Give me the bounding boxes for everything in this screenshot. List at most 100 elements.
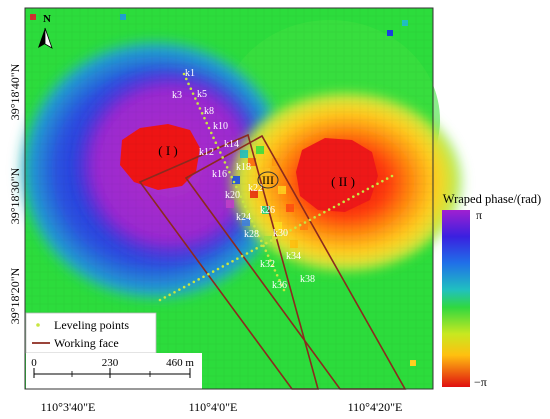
- north-label: N: [43, 13, 51, 25]
- leveling-point-dot: [184, 77, 188, 81]
- leveling-point-label-k22: k22: [248, 183, 263, 194]
- leveling-point-dot: [250, 219, 254, 223]
- leveling-point-dot: [241, 200, 245, 203]
- leveling-point-dot: [390, 174, 394, 178]
- scale-tick-460: 460 m: [166, 357, 194, 369]
- leveling-point-dot: [318, 213, 321, 217]
- colorbar: Wraped phase/(rad) π −π: [442, 192, 541, 389]
- leveling-point-dot: [237, 190, 240, 194]
- map-frame: [24, 7, 434, 390]
- leveling-point-dot: [245, 252, 249, 255]
- leveling-point-dot: [228, 170, 231, 174]
- leveling-point-dot: [274, 236, 278, 240]
- leveling-point-dot: [246, 210, 249, 213]
- leveling-point-dot: [187, 82, 190, 86]
- leveling-point-dot: [255, 247, 258, 250]
- leveling-point-dot: [221, 156, 224, 159]
- leveling-point-label-k14: k14: [224, 139, 239, 150]
- leveling-point-dot: [173, 290, 176, 294]
- leveling-point-dot: [298, 223, 302, 227]
- latitude-label-2: 39°18'30"N: [8, 167, 22, 224]
- longitude-label-2: 110°4'0"E: [189, 400, 238, 414]
- leveling-point-label-k3: k3: [172, 90, 182, 101]
- leveling-point-dot: [232, 180, 236, 184]
- leveling-point-legend-icon: [36, 323, 40, 327]
- colorbar-title: Wraped phase/(rad): [443, 192, 541, 206]
- leveling-point-dot: [269, 259, 272, 262]
- leveling-point-dot: [205, 121, 209, 125]
- leveling-point-dot: [273, 269, 277, 272]
- leveling-point-label-k30: k30: [273, 228, 288, 239]
- leveling-point-label-k16: k16: [212, 169, 227, 180]
- leveling-point-dot: [194, 97, 197, 100]
- leveling-point-dot: [212, 136, 215, 140]
- latitude-label-3: 39°18'20"N: [8, 267, 22, 324]
- latitude-label-1: 39°18'40"N: [8, 63, 22, 120]
- leveling-point-dot: [257, 234, 261, 238]
- leveling-point-dot: [178, 288, 181, 291]
- leveling-legend-label: Leveling points: [54, 318, 129, 332]
- leveling-point-dot: [308, 218, 312, 222]
- leveling-point-dot: [313, 216, 316, 219]
- leveling-point-dot: [158, 298, 162, 302]
- working-face-legend-label: Working face: [54, 336, 119, 350]
- leveling-point-dot: [189, 87, 193, 91]
- leveling-point-label-k1: k1: [185, 68, 195, 79]
- leveling-point-dot: [262, 244, 265, 248]
- leveling-point-dot: [280, 283, 284, 287]
- longitude-label-1: 110°3'40"E: [41, 400, 96, 414]
- map-legend: Leveling points Working face: [25, 312, 157, 354]
- leveling-point-dot: [234, 185, 238, 189]
- leveling-point-dot: [191, 92, 195, 95]
- leveling-point-label-k32: k32: [260, 259, 275, 270]
- leveling-point-label-k8: k8: [204, 106, 214, 117]
- leveling-point-dot: [187, 283, 191, 286]
- leveling-point-dot: [275, 273, 279, 277]
- leveling-point-dot: [269, 239, 273, 242]
- leveling-point-dot: [221, 265, 225, 268]
- leveling-point-dot: [259, 239, 263, 243]
- region-label-1: ( I ): [158, 143, 178, 158]
- leveling-point-label-k34: k34: [286, 251, 301, 262]
- leveling-point-dot: [255, 229, 259, 233]
- colorbar-ramp: [442, 210, 470, 387]
- leveling-point-dot: [182, 285, 186, 289]
- leveling-point-dot: [361, 190, 365, 193]
- leveling-point-dot: [371, 185, 374, 188]
- leveling-point-dot: [282, 288, 286, 292]
- leveling-point-dot: [342, 200, 345, 204]
- leveling-point-dot: [260, 244, 263, 248]
- leveling-point-dot: [250, 249, 254, 253]
- leveling-point-label-k28: k28: [244, 229, 259, 240]
- leveling-point-dot: [207, 272, 210, 276]
- leveling-point-dot: [347, 197, 350, 201]
- leveling-point-label-k38: k38: [300, 274, 315, 285]
- leveling-point-dot: [231, 259, 234, 263]
- leveling-point-dot: [197, 278, 200, 281]
- leveling-point-dot: [248, 215, 252, 218]
- region-label-2: ( II ): [331, 174, 355, 189]
- region-label-3: III: [262, 173, 274, 187]
- leveling-point-dot: [271, 264, 274, 267]
- scale-bar: 0 230 460 m: [26, 353, 202, 389]
- leveling-point-dot: [265, 241, 268, 245]
- leveling-point-dot: [223, 161, 227, 164]
- leveling-point-dot: [385, 177, 389, 180]
- scale-tick-0: 0: [31, 357, 37, 369]
- leveling-point-dot: [284, 231, 287, 235]
- phase-raster: [15, 8, 466, 389]
- leveling-point-dot: [323, 210, 326, 214]
- leveling-point-dot: [332, 205, 336, 209]
- scale-tick-230: 230: [102, 357, 119, 369]
- leveling-point-dot: [216, 267, 220, 271]
- leveling-point-dot: [289, 228, 292, 232]
- leveling-point-label-k5: k5: [197, 89, 207, 100]
- leveling-point-dot: [366, 187, 370, 191]
- leveling-point-dot: [182, 72, 186, 76]
- region-3-circle: [257, 171, 279, 189]
- leveling-point-label-k36: k36: [272, 280, 287, 291]
- leveling-point-dot: [163, 296, 167, 299]
- colorbar-min-label: −π: [474, 375, 487, 389]
